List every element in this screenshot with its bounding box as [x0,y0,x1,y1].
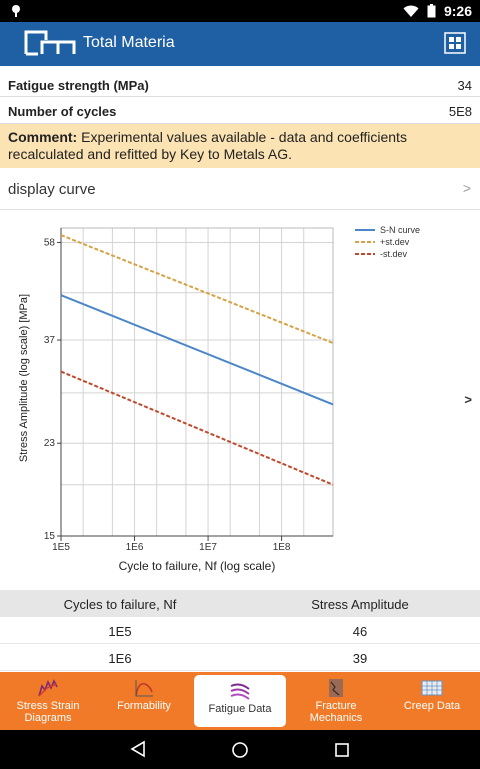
row-value: 34 [457,78,472,93]
nav-fatigue-data[interactable]: Fatigue Data [194,675,286,727]
series-line--st-dev [60,370,334,486]
comment-text: Experimental values available - data and… [8,129,407,162]
nav-label: Creep Data [403,700,461,712]
sn-curve-chart: 1E5 1E6 1E7 1E8 15 23 37 58 S-N curve +st.dev -st… [18,225,420,573]
cell-stress: 46 [352,624,368,639]
fatigue-icon [230,683,250,700]
legend-label: S-N curve [380,225,420,235]
table-row: 1E6 39 [0,644,480,671]
nav-fracture-mechanics[interactable]: Fracture Mechanics [292,672,380,730]
nav-creep-data[interactable]: Creep Data [388,672,476,730]
chart-axes: 1E5 1E6 1E7 1E8 15 23 37 58 [44,227,334,553]
table-row: 1E5 46 [0,617,480,644]
fracture-icon [329,679,343,697]
legend-label: +st.dev [380,237,410,247]
x-tick-label: 1E5 [52,542,70,553]
home-icon[interactable] [231,741,249,759]
y-tick-label: 58 [44,237,56,248]
display-curve-label: display curve [8,181,96,198]
legend-label: -st.dev [380,249,408,259]
stress-strain-icon [38,679,58,697]
column-header-stress: Stress Amplitude [311,597,409,612]
chart-legend: S-N curve +st.dev -st.dev [355,225,420,259]
number-of-cycles-row: Number of cycles 5E8 [0,97,480,124]
row-label: Fatigue strength (MPa) [8,78,149,93]
bottom-navigation: Stress Strain Diagrams Formability Fatig… [0,672,480,730]
nav-formability[interactable]: Formability [100,672,188,730]
app-bar: Total Materia [0,22,480,66]
creep-icon [421,680,443,696]
battery-icon [427,4,436,18]
table-header: Cycles to failure, Nf Stress Amplitude [0,590,480,617]
comment-label: Comment: [8,129,78,145]
recents-icon[interactable] [334,742,350,758]
nav-label: Formability [117,700,171,712]
next-arrow-button[interactable]: > [464,392,472,407]
y-tick-label: 23 [44,438,56,449]
cell-cycles: 1E6 [108,651,132,666]
nav-label: Fatigue Data [208,703,272,715]
cycles-table: Cycles to failure, Nf Stress Amplitude 1… [0,590,480,671]
row-label: Number of cycles [8,104,117,119]
nav-label: Fracture Mechanics [309,700,363,724]
cell-cycles: 1E5 [108,624,132,639]
chart-series [60,234,334,486]
column-header-cycles: Cycles to failure, Nf [63,597,177,612]
apps-grid-icon[interactable] [444,32,466,54]
status-bar: 9:26 [0,0,480,22]
nav-stress-strain[interactable]: Stress Strain Diagrams [4,672,92,730]
row-value: 5E8 [448,104,472,119]
y-tick-label: 15 [44,531,56,542]
x-tick-label: 1E6 [126,542,144,553]
comment-box: Comment: Experimental values available -… [0,124,480,168]
series-line--st-dev [60,234,334,344]
series-line-s-n-curve [60,294,334,406]
chart-grid [60,228,334,537]
notification-icon [12,5,20,17]
app-title: Total Materia [83,34,175,51]
wifi-icon [403,5,419,17]
formability-icon [135,680,153,697]
x-tick-label: 1E7 [199,542,217,553]
fatigue-strength-row: Fatigue strength (MPa) 34 [0,70,480,97]
display-curve-row[interactable]: display curve > [0,168,480,210]
chevron-right-icon: > [462,180,471,196]
x-tick-label: 1E8 [273,542,291,553]
system-navigation-bar [0,730,480,769]
cell-stress: 39 [352,651,368,666]
y-tick-label: 37 [44,335,56,346]
back-icon[interactable] [130,740,146,758]
plot-frame [60,227,334,537]
total-materia-logo [24,30,76,56]
nav-label: Stress Strain Diagrams [16,700,80,724]
clock: 9:26 [443,3,472,19]
x-axis-label: Cycle to failure, Nf (log scale) [119,559,276,573]
y-axis-label: Stress Amplitude (log scale) [MPa] [18,294,30,462]
